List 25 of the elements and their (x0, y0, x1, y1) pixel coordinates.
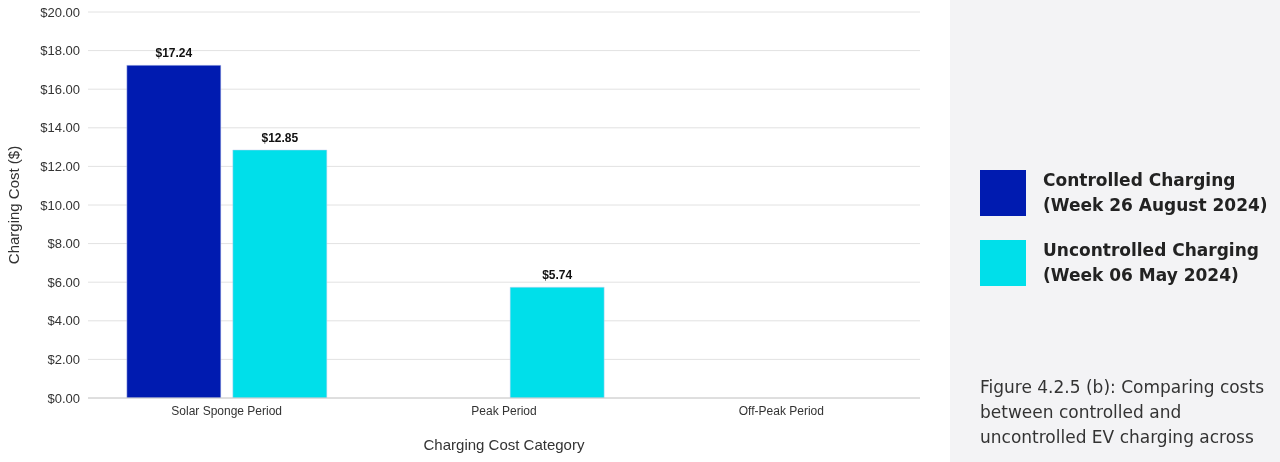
y-tick-label: $4.00 (47, 313, 80, 329)
y-tick-label: $20.00 (40, 4, 80, 20)
bar (509, 286, 605, 398)
x-tick-label: Solar Sponge Period (171, 403, 283, 418)
x-tick-label: Off-Peak Period (738, 403, 824, 418)
text: Uncontrolled Charging (Week 06 May 2024) (1043, 239, 1260, 287)
x-tick-label: Peak Period (471, 403, 537, 418)
y-tick-label: $6.00 (47, 274, 80, 290)
y-tick-label: $10.00 (40, 197, 80, 213)
y-tick-label: $8.00 (47, 236, 80, 252)
data-label: $17.24 (155, 46, 193, 61)
caption: Figure 4.2.5 (b): Comparing costs between controlled and uncontrolled EV charging across (980, 376, 1265, 449)
y-tick-label: $14.00 (40, 120, 80, 136)
y-tick-label: $16.00 (40, 81, 80, 97)
y-axis-title: Charging Cost ($) (5, 145, 23, 265)
bar (126, 65, 222, 398)
text: Controlled Charging (Week 26 August 2024) (1043, 169, 1269, 217)
bar (232, 149, 328, 398)
data-label: $5.74 (542, 268, 573, 283)
y-tick-label: $18.00 (40, 43, 80, 59)
y-tick-label: $0.00 (47, 390, 80, 406)
y-tick-label: $12.00 (40, 159, 80, 175)
x-axis-title: Charging Cost Category (423, 436, 585, 453)
y-tick-label: $2.00 (47, 352, 80, 368)
data-label: $12.85 (261, 130, 299, 145)
